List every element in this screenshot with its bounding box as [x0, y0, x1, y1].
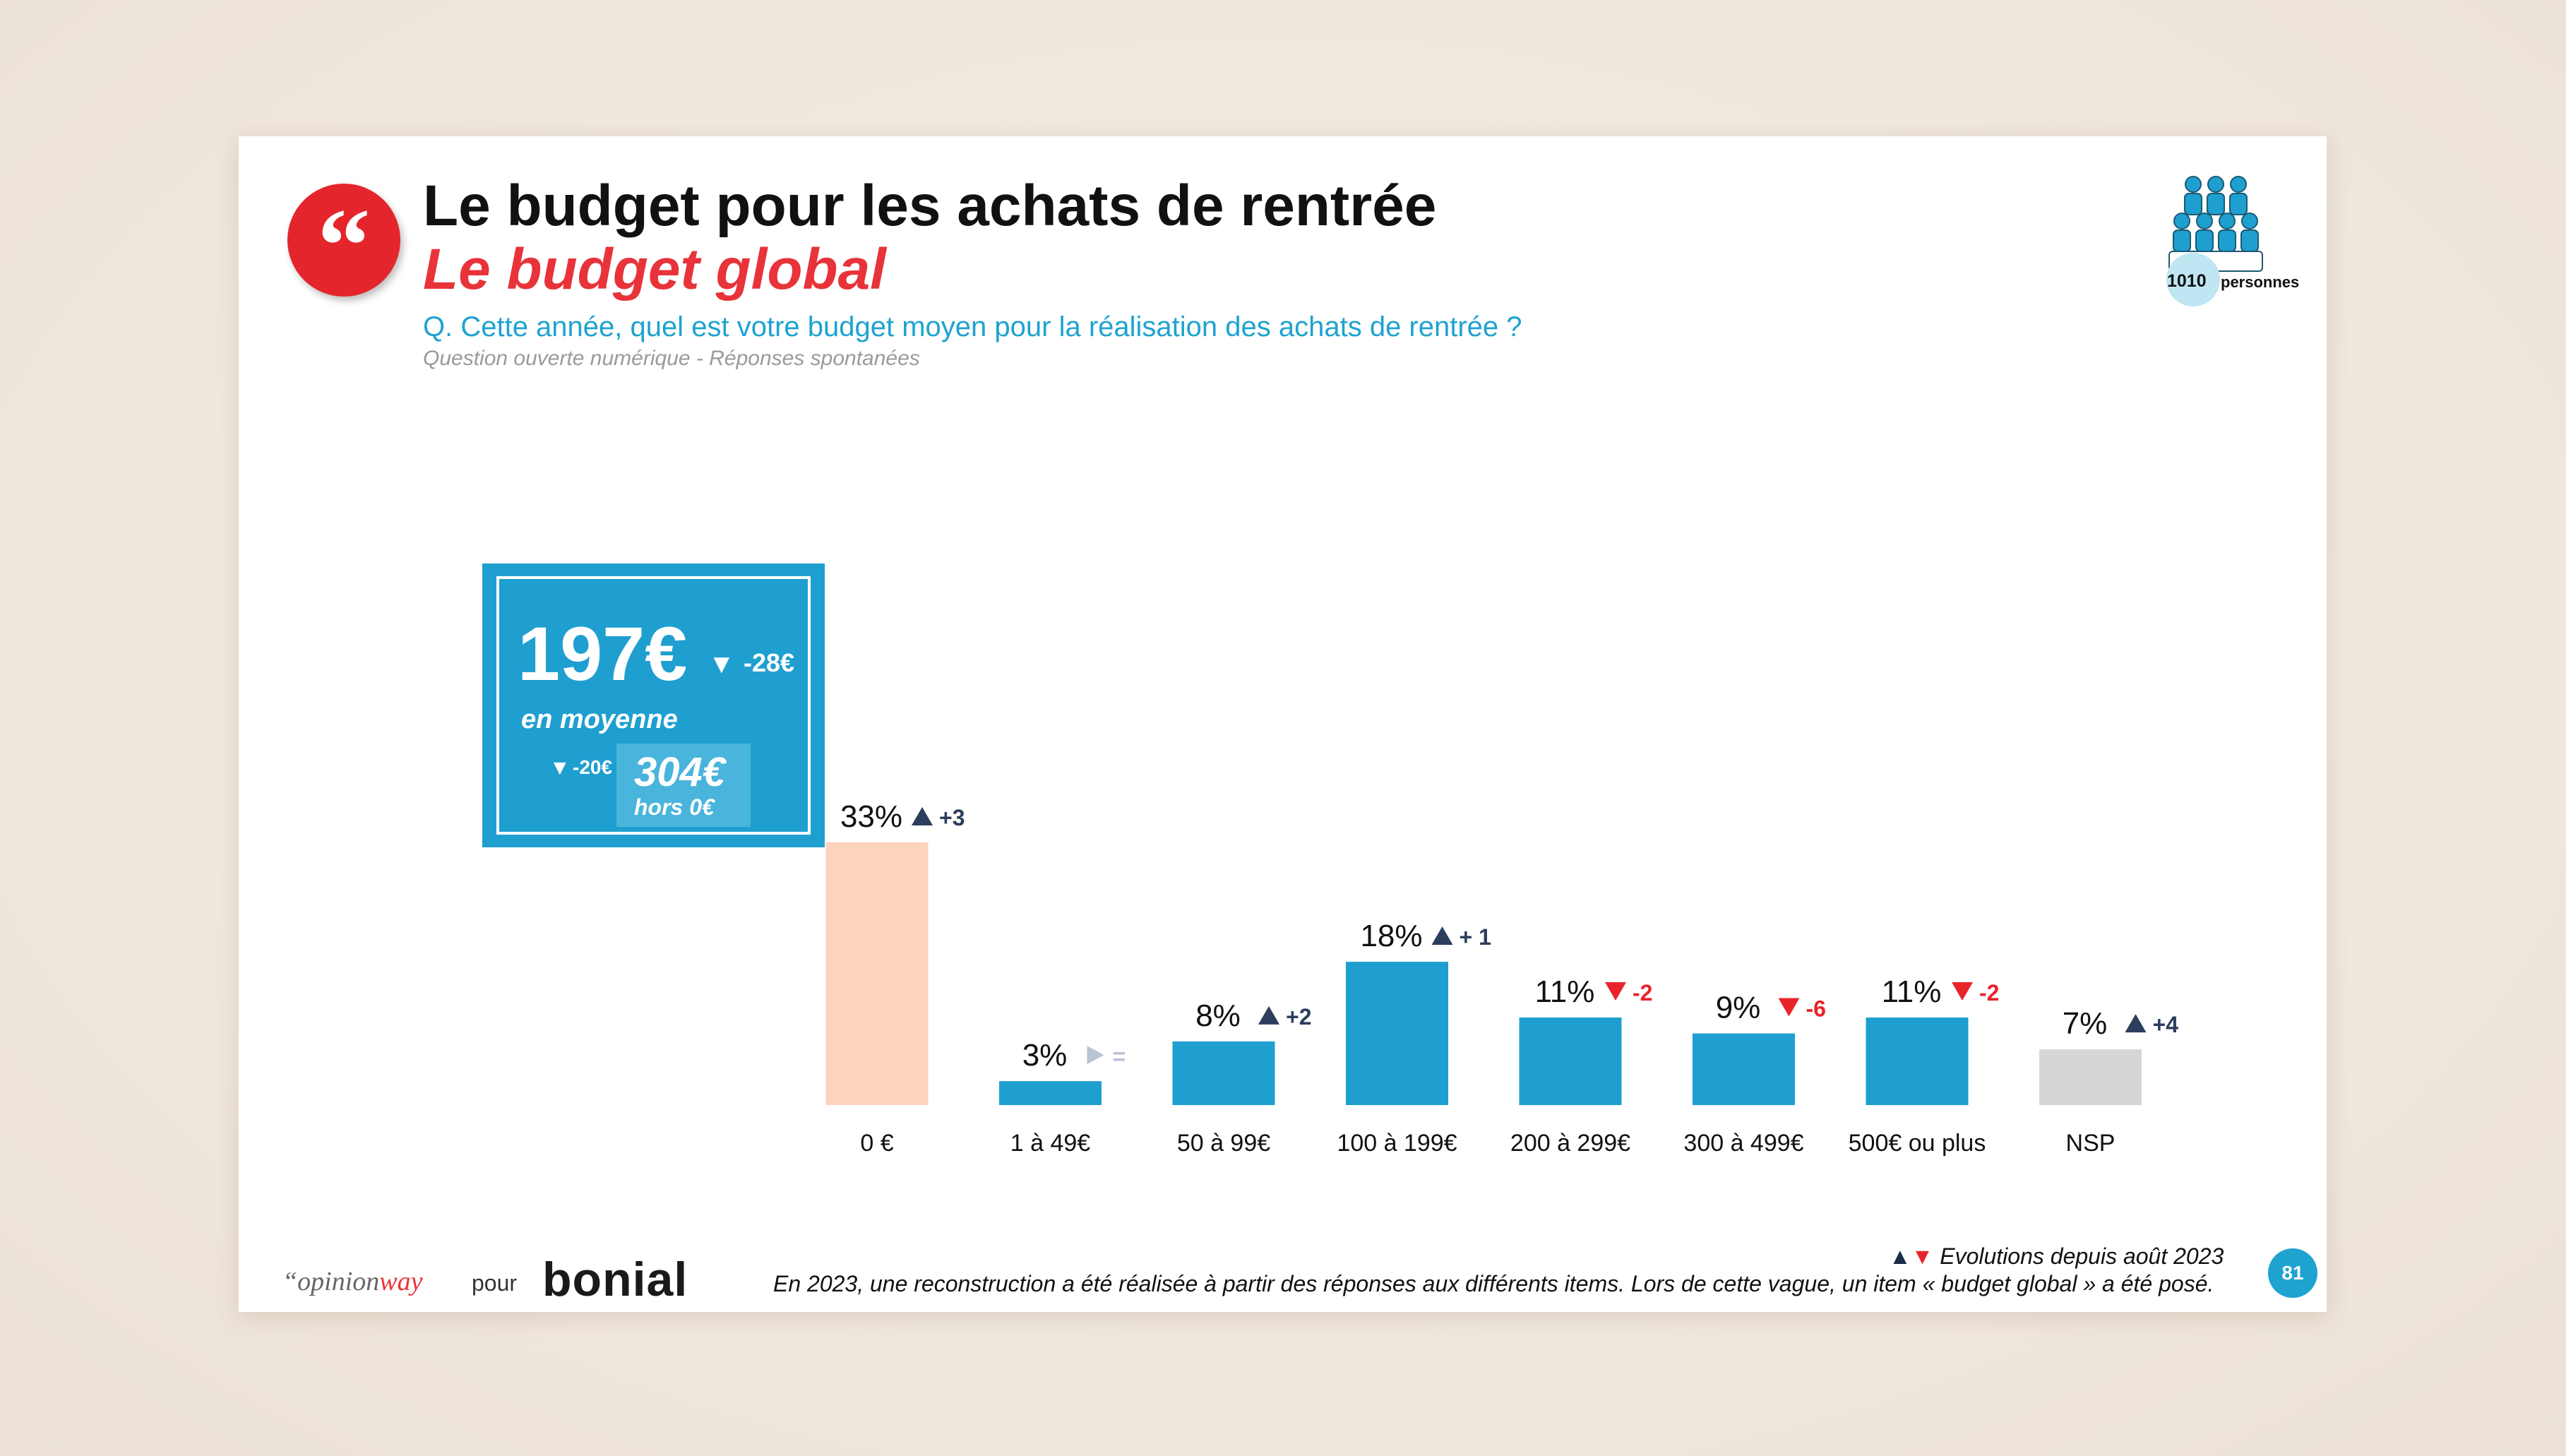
quote-icon: “ [287, 184, 400, 302]
evolution-up-arrow-icon [1431, 926, 1453, 945]
bar-value-label: 3% [1022, 1038, 1068, 1073]
up-arrow-icon: ▲ [1889, 1243, 1911, 1269]
bar-value-label: 11% [1882, 974, 1942, 1009]
kpi-average-value: 197€ [518, 611, 688, 696]
pour-label: pour [472, 1270, 518, 1296]
x-tick-label: 200 à 299€ [1510, 1130, 1630, 1157]
evolution-value-label: -2 [1979, 980, 1999, 1006]
down-arrow-icon: ▼ [1911, 1243, 1934, 1269]
kpi-sub-value: 304€ [634, 749, 726, 795]
kpi-frame [496, 576, 811, 835]
x-tick-label: 0 € [860, 1130, 893, 1157]
slide: “ Le budget pour les achats de rentrée L… [239, 136, 2327, 1312]
bar-value-label: 33% [840, 799, 902, 834]
bar [1693, 1033, 1795, 1105]
x-tick-label: 100 à 199€ [1337, 1130, 1457, 1157]
bar [2039, 1049, 2142, 1105]
evolution-up-arrow-icon [912, 807, 933, 825]
x-tick-label: 300 à 499€ [1683, 1130, 1803, 1157]
evolution-value-label: -2 [1633, 980, 1652, 1006]
evolution-down-arrow-icon [1778, 998, 1800, 1017]
survey-question: Q. Cette année, quel est votre budget mo… [423, 311, 1522, 342]
evolution-value-label: +2 [1286, 1004, 1311, 1030]
page-title: Le budget pour les achats de rentrée [423, 174, 1437, 238]
evolution-up-arrow-icon [1258, 1006, 1279, 1025]
x-tick-label: 500€ ou plus [1849, 1130, 1986, 1157]
x-tick-label: 50 à 99€ [1177, 1130, 1270, 1157]
bar-value-label: 11% [1535, 974, 1595, 1009]
kpi-sub-highlight [616, 744, 751, 827]
bar-value-label: 8% [1195, 998, 1241, 1033]
bar [1519, 1018, 1622, 1105]
evolution-value-label: + 1 [1460, 924, 1491, 950]
x-tick-label: NSP [2066, 1130, 2116, 1157]
kpi-card: 197€ ▼ -28€ en moyenne ▼ -20€ 304€ hors … [482, 563, 825, 847]
bar [999, 1081, 1102, 1105]
kpi-down-arrow-icon: ▼ [708, 650, 735, 679]
evolution-value-label: = [1113, 1044, 1126, 1069]
evolution-legend: ▲▼ Evolutions depuis août 2023 [1889, 1243, 2224, 1270]
evolution-legend-text: Evolutions depuis août 2023 [1940, 1243, 2224, 1269]
bar [1346, 962, 1448, 1105]
opinionway-logo: “opinionway [282, 1267, 423, 1296]
bar [1866, 1018, 1969, 1105]
x-tick-label: 1 à 49€ [1010, 1130, 1091, 1157]
sample-count: 1010 [2167, 271, 2207, 291]
kpi-sub-down-arrow-icon: ▼ [549, 756, 571, 780]
evolution-down-arrow-icon [1952, 982, 1973, 1001]
kpi-sub-label: hors 0€ [634, 794, 715, 820]
budget-bar-chart: 33% +3 0 € 3% = 1 à 49€ 8% +2 50 à 99€ 18% + 1 100 … [825, 799, 2179, 1157]
kpi-average-delta: -28€ [744, 648, 795, 677]
sample-label: personnes [2221, 273, 2300, 291]
footnote: En 2023, une reconstruction a été réalis… [773, 1271, 2214, 1296]
bar-value-label: 7% [2063, 1006, 2108, 1041]
evolution-down-arrow-icon [1605, 982, 1626, 1001]
bar-value-label: 18% [1360, 919, 1422, 953]
evolution-up-arrow-icon [2125, 1014, 2147, 1033]
kpi-average-label: en moyenne [521, 705, 678, 734]
bar [1172, 1041, 1275, 1105]
evolution-value-label: -6 [1806, 996, 1826, 1022]
page-subtitle: Le budget global [423, 237, 886, 302]
evolution-value-label: +4 [2153, 1012, 2179, 1037]
bar [825, 842, 929, 1105]
kpi-sub-delta: -20€ [573, 756, 613, 778]
bar-value-label: 9% [1716, 991, 1761, 1025]
question-note: Question ouverte numérique - Réponses sp… [423, 347, 920, 370]
bonial-logo: bonial [542, 1253, 688, 1306]
evolution-flat-arrow-icon [1087, 1046, 1104, 1065]
page-number: 81 [2268, 1248, 2317, 1298]
sample-badge [2166, 253, 2220, 306]
evolution-value-label: +3 [939, 805, 965, 830]
